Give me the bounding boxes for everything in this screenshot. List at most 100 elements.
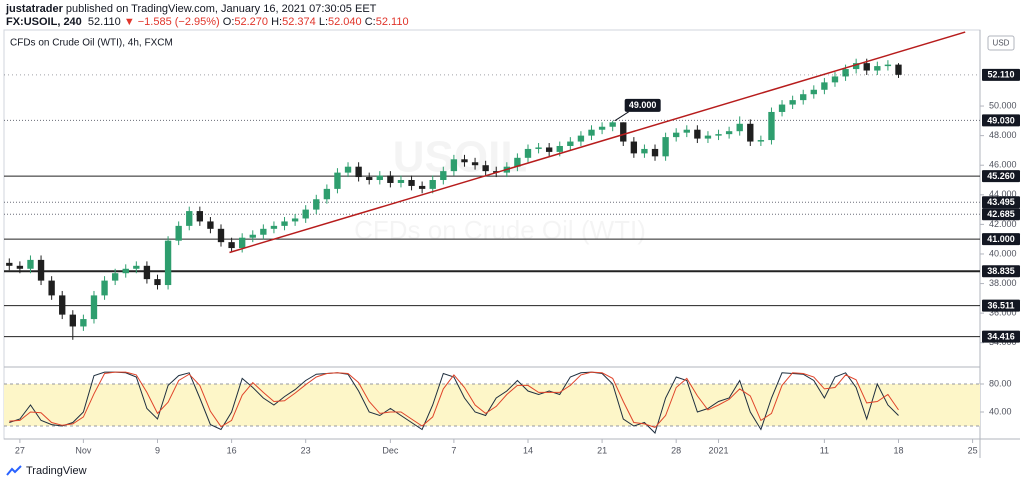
candle-body: [228, 242, 235, 249]
x-tick-label: 2021: [709, 445, 729, 455]
candle-body: [101, 280, 108, 296]
y-tick-label: 46.000: [989, 160, 1017, 170]
candle-body: [461, 159, 468, 163]
candle-body: [662, 137, 669, 157]
level-label-box: [982, 208, 1020, 221]
candle-body: [111, 273, 119, 281]
x-tick-label: 14: [523, 445, 533, 455]
callout-label: 49.000: [629, 100, 657, 110]
candle-body: [408, 180, 415, 186]
candle-body: [450, 159, 458, 172]
callout-pointer: [614, 111, 629, 122]
indicator-layer: [4, 371, 980, 434]
candle-body: [440, 171, 447, 181]
candle-body: [313, 199, 320, 210]
candle-body: [397, 180, 405, 183]
candle-body: [133, 265, 140, 269]
stoch-y-tick-label: 80.00: [989, 378, 1012, 388]
y-tick-label: 48.000: [989, 130, 1017, 140]
y-tick-label: 42.000: [989, 219, 1017, 229]
y-tick-label: 38.000: [989, 278, 1017, 288]
header-line: justatrader published on TradingView.com…: [6, 3, 376, 15]
ohlc-value: 52.040: [328, 16, 362, 28]
ohlc: O:52.270 H:52.374 L:52.040 C:52.110: [223, 16, 409, 28]
candle-body: [874, 66, 881, 71]
candle-body: [334, 172, 341, 189]
level-label-box: [982, 233, 1020, 246]
footer: TradingView: [6, 465, 87, 477]
candle-body: [768, 111, 775, 141]
candle-body: [154, 279, 161, 286]
candle-body: [630, 141, 638, 154]
candle-body: [884, 64, 892, 67]
candle-body: [249, 234, 256, 238]
pane-frame: [3, 29, 981, 440]
candle-body: [588, 129, 595, 136]
candle-body: [704, 135, 712, 139]
candle-body: [545, 147, 553, 152]
candle-body: [747, 123, 754, 142]
level-label-box: [982, 330, 1020, 343]
level-label: 34.416: [987, 331, 1015, 341]
candle-body: [175, 225, 182, 241]
candle-body: [736, 123, 743, 132]
watermark: USOIL: [393, 133, 527, 182]
candle-body: [418, 185, 426, 189]
y-tick-label: 36.000: [989, 308, 1017, 318]
published: published on TradingView.com, January 16…: [65, 3, 377, 15]
candles: [6, 58, 902, 340]
ohlc-key: C:: [364, 16, 376, 28]
ohlc-value: 52.110: [375, 16, 409, 28]
x-tick-label: 11: [820, 445, 829, 455]
level-label-box: [982, 114, 1020, 127]
candle-body: [725, 131, 733, 135]
candle-body: [37, 259, 45, 281]
candle-body: [376, 175, 383, 181]
y-tick-label: 50.000: [989, 100, 1017, 110]
last-price-label: 52.110: [987, 70, 1014, 80]
candle-body: [302, 209, 309, 219]
candle-body: [270, 225, 278, 229]
candle-body: [48, 280, 55, 296]
x-tick-label: Nov: [75, 445, 92, 455]
level-label: 49.030: [987, 115, 1015, 125]
last: 52.110: [87, 16, 121, 28]
x-tick-label: 25: [968, 445, 978, 455]
stoch-line: [9, 371, 899, 428]
candle-body: [778, 104, 786, 112]
level-label: 41.000: [987, 234, 1015, 244]
candle-body: [344, 166, 352, 173]
candle-body: [196, 211, 204, 222]
level-label: 45.260: [987, 171, 1015, 181]
brand: TradingView: [26, 465, 87, 477]
candle-body: [143, 265, 151, 280]
author: justatrader: [6, 3, 63, 15]
candle-body: [598, 126, 606, 130]
stoch-y-tick-label: 40.00: [989, 406, 1012, 416]
candle-body: [694, 129, 701, 139]
candle-body: [69, 314, 76, 327]
candle-body: [567, 141, 574, 146]
logo: [6, 465, 22, 476]
candle-body: [683, 129, 690, 133]
level-label-box: [982, 170, 1020, 183]
candle-body: [556, 145, 563, 152]
candle-body: [186, 211, 193, 226]
watermark-subtitle: CFDs on Crude Oil (WTI): [354, 215, 646, 245]
candle-body: [207, 221, 214, 229]
candle-body: [59, 295, 66, 315]
candle-body: [217, 228, 225, 243]
candle-body: [821, 82, 828, 90]
candle-body: [842, 69, 849, 77]
candle-body: [90, 295, 98, 320]
x-tick-label: Dec: [382, 445, 399, 455]
candle-body: [164, 240, 172, 286]
candle-body: [609, 122, 616, 127]
candle-body: [355, 166, 362, 178]
candle-body: [387, 175, 394, 183]
symbol-line: FX:USOIL, 240 52.110 ▼ −1.585 (−2.95%) O…: [6, 16, 409, 28]
x-tick-label: 23: [301, 445, 311, 455]
candle-body: [429, 180, 436, 189]
x-tick-label: 18: [893, 445, 903, 455]
